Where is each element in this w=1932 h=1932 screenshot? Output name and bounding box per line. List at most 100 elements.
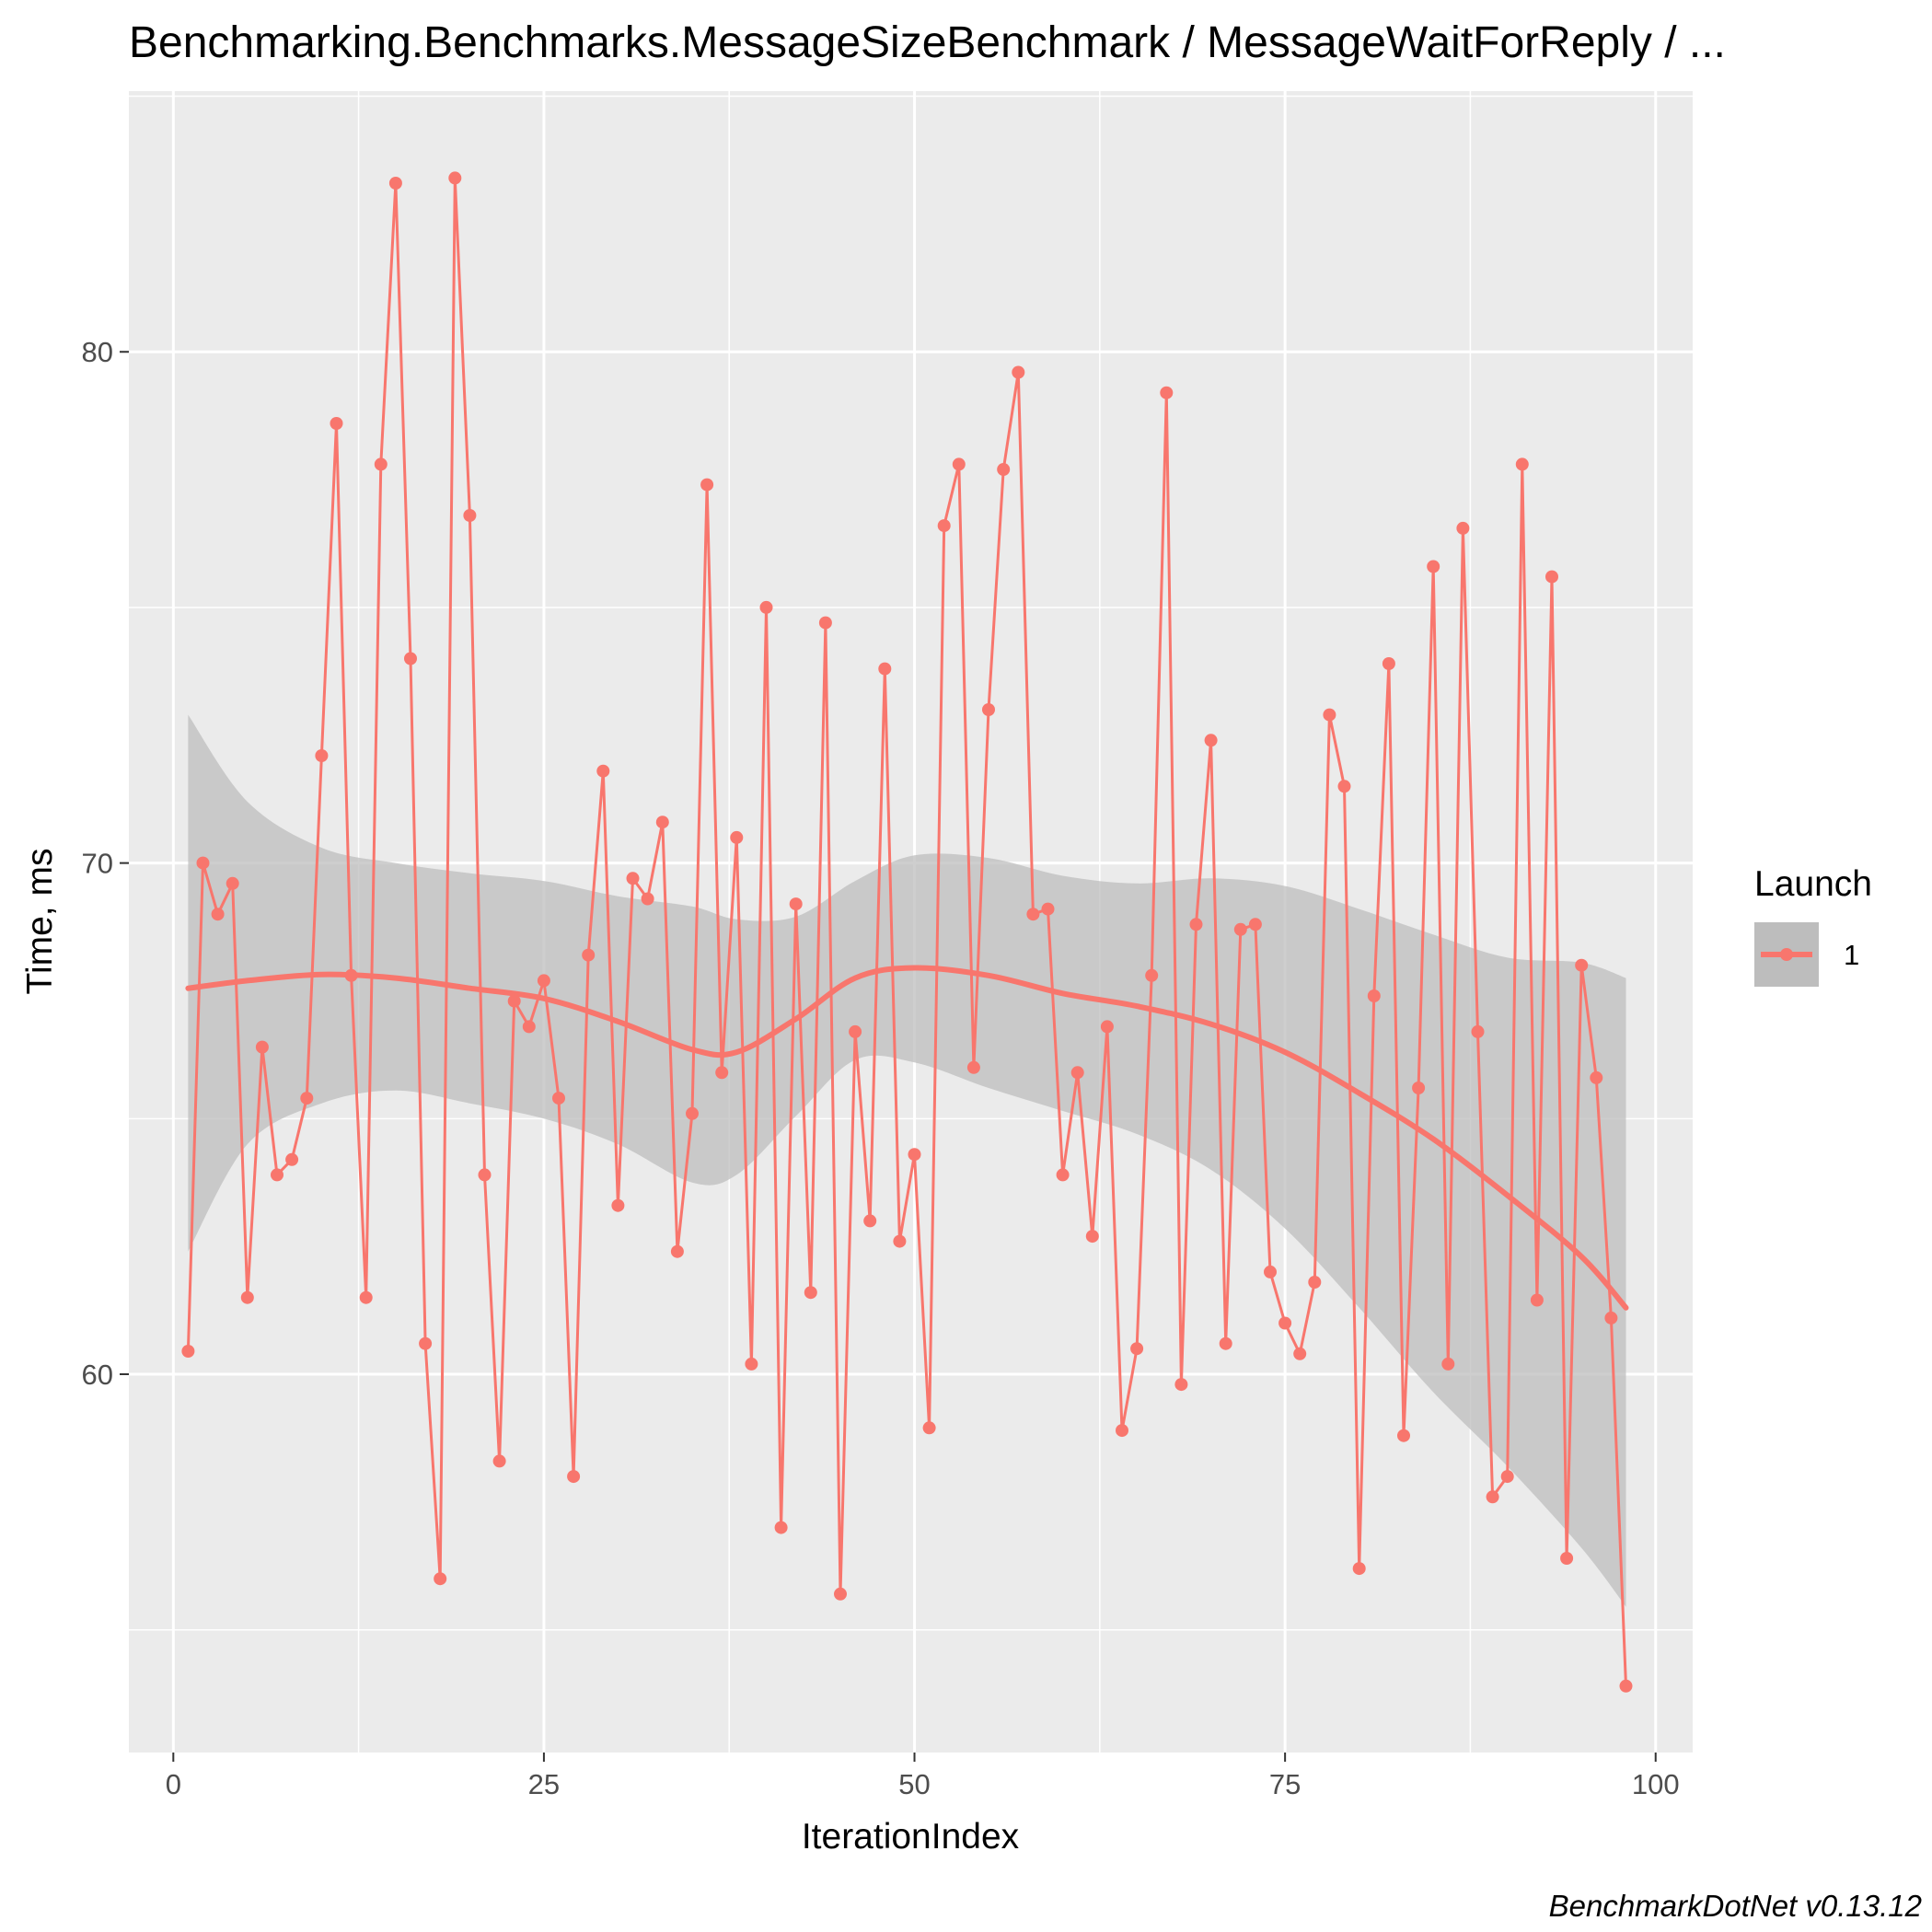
data-point	[196, 856, 210, 870]
data-point	[226, 876, 239, 890]
data-point	[730, 830, 744, 844]
data-point	[567, 1470, 581, 1484]
data-point	[404, 652, 417, 665]
data-point	[1560, 1552, 1574, 1565]
data-point	[211, 908, 225, 921]
x-tick-label: 0	[166, 1768, 181, 1800]
y-tick-label: 80	[82, 336, 113, 368]
data-point	[522, 1020, 536, 1034]
data-point	[359, 1290, 373, 1304]
data-point	[1382, 657, 1395, 670]
data-point	[893, 1234, 907, 1248]
x-tick-label: 50	[898, 1768, 930, 1800]
data-point	[537, 974, 550, 988]
data-point	[849, 1024, 862, 1038]
data-point	[952, 457, 966, 471]
data-point	[1056, 1168, 1070, 1182]
data-point	[818, 616, 832, 630]
data-point	[1352, 1562, 1366, 1576]
data-point	[1012, 365, 1025, 379]
data-point	[1471, 1024, 1485, 1038]
data-point	[686, 1106, 699, 1120]
data-point	[1530, 1293, 1544, 1307]
data-point	[997, 463, 1011, 476]
data-point	[448, 171, 462, 185]
data-point	[1100, 1020, 1114, 1034]
y-tick-label: 70	[82, 848, 113, 880]
data-point	[1189, 918, 1203, 931]
data-point	[1219, 1336, 1232, 1350]
legend-title: Launch	[1754, 864, 1872, 904]
data-point	[330, 417, 343, 430]
x-tick-label: 25	[528, 1768, 560, 1800]
confidence-band	[188, 714, 1626, 1607]
data-point	[1026, 908, 1040, 921]
data-point	[1085, 1230, 1099, 1244]
data-point	[863, 1214, 877, 1228]
data-point	[1041, 902, 1055, 916]
y-axis-title: Time, ms	[20, 849, 60, 995]
series-points	[181, 171, 1633, 1693]
data-point	[507, 994, 521, 1008]
data-point	[759, 600, 773, 614]
data-point	[1590, 1070, 1603, 1084]
data-point	[937, 519, 951, 533]
data-point	[552, 1092, 565, 1105]
caption: BenchmarkDotNet v0.13.12	[1549, 1889, 1922, 1923]
data-point	[922, 1421, 936, 1435]
data-point	[1486, 1490, 1499, 1504]
data-point	[1145, 968, 1159, 982]
data-point	[1130, 1342, 1144, 1356]
data-point	[1367, 989, 1381, 1002]
data-point	[966, 1060, 980, 1074]
loess-smooth-line	[185, 965, 1629, 1311]
data-point	[1397, 1429, 1410, 1442]
data-point	[715, 1066, 729, 1080]
data-point	[388, 177, 402, 190]
data-point	[1412, 1082, 1426, 1094]
data-point	[641, 892, 654, 906]
data-point	[596, 764, 610, 778]
data-point	[1619, 1679, 1633, 1693]
data-point	[1441, 1357, 1455, 1371]
data-point	[908, 1148, 921, 1162]
data-point	[655, 816, 669, 829]
data-point	[463, 509, 477, 522]
data-point	[1264, 1265, 1277, 1278]
data-point	[315, 749, 329, 762]
axes: 0 25 50 75 100 60 70 80	[82, 336, 1680, 1800]
data-point	[344, 968, 358, 982]
data-point	[1116, 1424, 1128, 1438]
data-point	[745, 1357, 758, 1371]
confidence-ribbon	[188, 714, 1626, 1607]
data-point	[181, 1345, 195, 1358]
data-point	[1160, 386, 1174, 399]
smooth-line	[185, 965, 1629, 1311]
data-point	[878, 662, 892, 676]
data-point	[374, 457, 388, 471]
data-point	[789, 897, 803, 911]
data-point	[1427, 560, 1440, 573]
data-point	[670, 1244, 684, 1258]
data-point	[1293, 1347, 1307, 1360]
data-point	[834, 1587, 847, 1601]
series-line	[186, 176, 1627, 1686]
data-point	[1604, 1311, 1618, 1325]
data-point	[434, 1572, 447, 1586]
data-point	[804, 1286, 817, 1300]
data-point	[1323, 708, 1336, 722]
data-point	[1500, 1470, 1514, 1484]
chart-title: Benchmarking.Benchmarks.MessageSizeBench…	[129, 18, 1726, 67]
data-point	[582, 948, 596, 962]
data-point	[1545, 570, 1558, 584]
data-point	[300, 1092, 314, 1105]
data-point	[1575, 958, 1589, 972]
data-point	[1278, 1316, 1292, 1330]
data-point	[626, 872, 640, 885]
data-point	[492, 1454, 506, 1468]
series-line-1	[186, 176, 1627, 1686]
data-point	[1515, 457, 1529, 471]
data-point	[982, 703, 995, 716]
data-point	[1174, 1378, 1188, 1392]
